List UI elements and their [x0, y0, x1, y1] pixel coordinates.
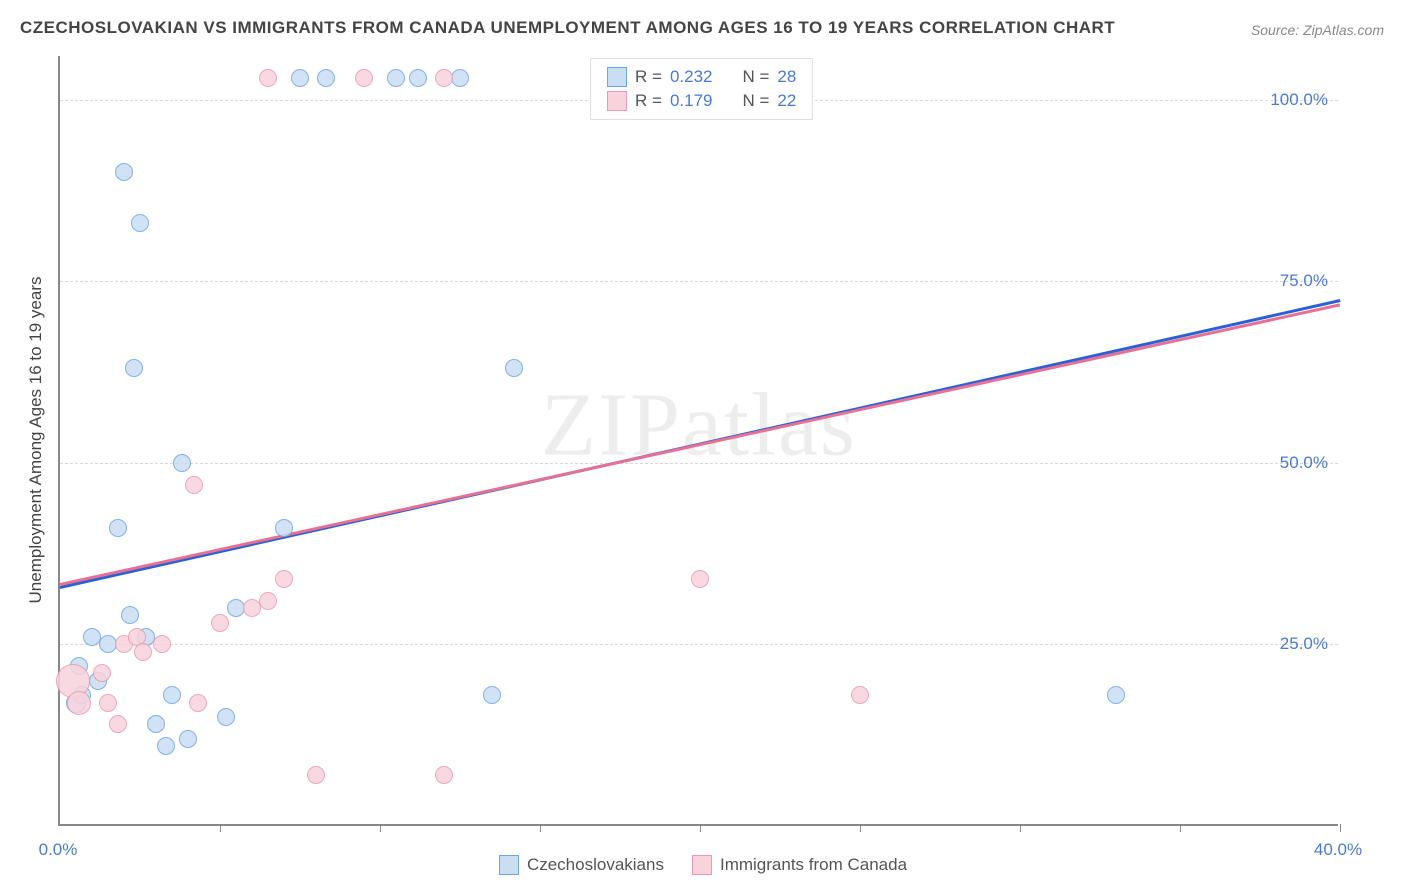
legend-n-label: N =: [742, 65, 769, 89]
legend-label: Immigrants from Canada: [720, 855, 907, 875]
chart-container: CZECHOSLOVAKIAN VS IMMIGRANTS FROM CANAD…: [0, 0, 1406, 892]
gridline-h: [60, 281, 1338, 282]
marker-canada: [211, 614, 229, 632]
marker-czech: [387, 69, 405, 87]
legend-r-value: 0.232: [670, 65, 713, 89]
marker-canada: [851, 686, 869, 704]
legend-correlation: R = 0.232 N = 28 R = 0.179 N = 22: [590, 58, 813, 120]
legend-label: Czechoslovakians: [527, 855, 664, 875]
marker-canada: [691, 570, 709, 588]
marker-czech: [317, 69, 335, 87]
marker-czech: [291, 69, 309, 87]
y-tick-label: 75.0%: [1280, 271, 1328, 291]
gridline-h: [60, 463, 1338, 464]
x-tick: [700, 824, 701, 832]
legend-n-value: 28: [777, 65, 796, 89]
x-tick: [1180, 824, 1181, 832]
marker-canada: [99, 694, 117, 712]
marker-czech: [109, 519, 127, 537]
marker-canada: [67, 691, 91, 715]
marker-czech: [157, 737, 175, 755]
marker-canada: [185, 476, 203, 494]
x-tick: [220, 824, 221, 832]
marker-czech: [409, 69, 427, 87]
marker-czech: [121, 606, 139, 624]
legend-corr-row-czech: R = 0.232 N = 28: [607, 65, 796, 89]
marker-czech: [505, 359, 523, 377]
legend-series: Czechoslovakians Immigrants from Canada: [0, 855, 1406, 880]
x-tick-label: 40.0%: [1314, 840, 1362, 860]
marker-canada: [259, 69, 277, 87]
x-tick: [380, 824, 381, 832]
watermark: ZIPatlas: [541, 373, 857, 476]
marker-canada: [93, 664, 111, 682]
legend-n-label: N =: [742, 89, 769, 113]
legend-corr-row-canada: R = 0.179 N = 22: [607, 89, 796, 113]
marker-canada: [109, 715, 127, 733]
marker-canada: [435, 69, 453, 87]
marker-czech: [275, 519, 293, 537]
marker-czech: [115, 163, 133, 181]
marker-canada: [355, 69, 373, 87]
chart-title: CZECHOSLOVAKIAN VS IMMIGRANTS FROM CANAD…: [20, 18, 1115, 38]
marker-canada: [275, 570, 293, 588]
gridline-h: [60, 644, 1338, 645]
marker-canada: [153, 635, 171, 653]
x-tick: [1020, 824, 1021, 832]
marker-czech: [217, 708, 235, 726]
x-tick: [1340, 824, 1341, 832]
marker-czech: [179, 730, 197, 748]
trendline-canada: [60, 303, 1341, 586]
marker-canada: [435, 766, 453, 784]
y-axis-label: Unemployment Among Ages 16 to 19 years: [26, 277, 46, 604]
marker-canada: [189, 694, 207, 712]
plot-area: ZIPatlas 25.0% 50.0% 75.0% 100.0%: [58, 56, 1338, 826]
marker-czech: [131, 214, 149, 232]
y-tick-label: 25.0%: [1280, 634, 1328, 654]
legend-r-value: 0.179: [670, 89, 713, 113]
source-label: Source: ZipAtlas.com: [1251, 22, 1384, 38]
marker-canada: [307, 766, 325, 784]
marker-czech: [125, 359, 143, 377]
legend-swatch: [607, 91, 627, 111]
y-tick-label: 100.0%: [1270, 90, 1328, 110]
legend-n-value: 22: [777, 89, 796, 113]
marker-czech: [1107, 686, 1125, 704]
marker-canada: [259, 592, 277, 610]
marker-canada: [134, 643, 152, 661]
legend-item-czech: Czechoslovakians: [499, 855, 664, 875]
legend-r-label: R =: [635, 89, 662, 113]
legend-swatch: [607, 67, 627, 87]
marker-czech: [451, 69, 469, 87]
y-tick-label: 50.0%: [1280, 453, 1328, 473]
x-tick-label: 0.0%: [39, 840, 78, 860]
legend-r-label: R =: [635, 65, 662, 89]
x-tick: [860, 824, 861, 832]
legend-item-canada: Immigrants from Canada: [692, 855, 907, 875]
legend-swatch: [692, 855, 712, 875]
marker-czech: [163, 686, 181, 704]
legend-swatch: [499, 855, 519, 875]
x-tick: [540, 824, 541, 832]
marker-czech: [173, 454, 191, 472]
marker-czech: [483, 686, 501, 704]
marker-czech: [147, 715, 165, 733]
